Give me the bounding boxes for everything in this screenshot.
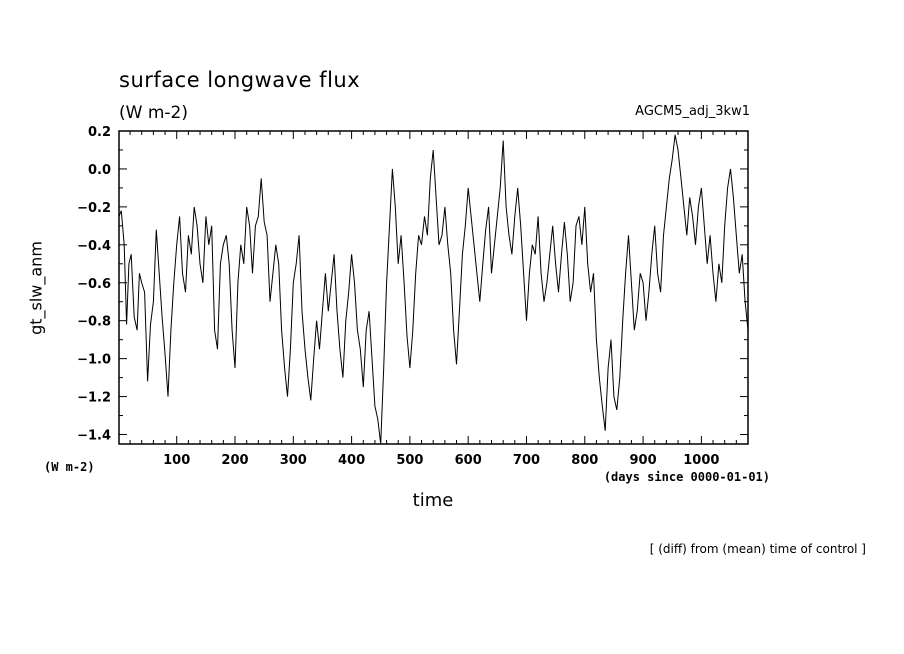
- experiment-label: AGCM5_adj_3kw1: [635, 104, 750, 119]
- y-tick-label: −0.8: [77, 315, 111, 330]
- axis-tick-labels: 100 200 300 400 500 600 700 800 900 1000 0.2 0.0 −0.…: [77, 125, 719, 468]
- y-tick-label: 0.2: [88, 125, 111, 140]
- y-tick-label: −0.6: [77, 277, 111, 292]
- y-tick-label: 0.0: [88, 163, 111, 178]
- x-axis-label: time: [412, 490, 454, 511]
- x-axis-units: (days since 0000-01-01): [603, 470, 770, 484]
- x-tick-label: 200: [221, 453, 248, 468]
- x-tick-label: 1000: [683, 453, 719, 468]
- x-tick-label: 400: [338, 453, 365, 468]
- x-tick-label: 100: [163, 453, 190, 468]
- x-tick-label: 900: [629, 453, 656, 468]
- y-tick-label: −1.0: [77, 353, 111, 368]
- x-tick-label: 500: [396, 453, 423, 468]
- series-line: [118, 134, 749, 445]
- chart-units: (W m-2): [119, 103, 188, 123]
- y-tick-label: −0.4: [77, 239, 111, 254]
- x-tick-label: 800: [571, 453, 598, 468]
- y-axis-units: (W m-2): [44, 460, 95, 474]
- axis-ticks: [119, 130, 749, 444]
- x-tick-label: 300: [280, 453, 307, 468]
- y-tick-label: −1.4: [77, 429, 111, 444]
- footnote: [ (diff) from (mean) time of control ]: [649, 542, 866, 556]
- y-tick-label: −1.2: [77, 391, 111, 406]
- y-tick-label: −0.2: [77, 201, 111, 216]
- x-tick-label: 600: [455, 453, 482, 468]
- x-tick-label: 700: [513, 453, 540, 468]
- chart-title: surface longwave flux: [119, 68, 361, 92]
